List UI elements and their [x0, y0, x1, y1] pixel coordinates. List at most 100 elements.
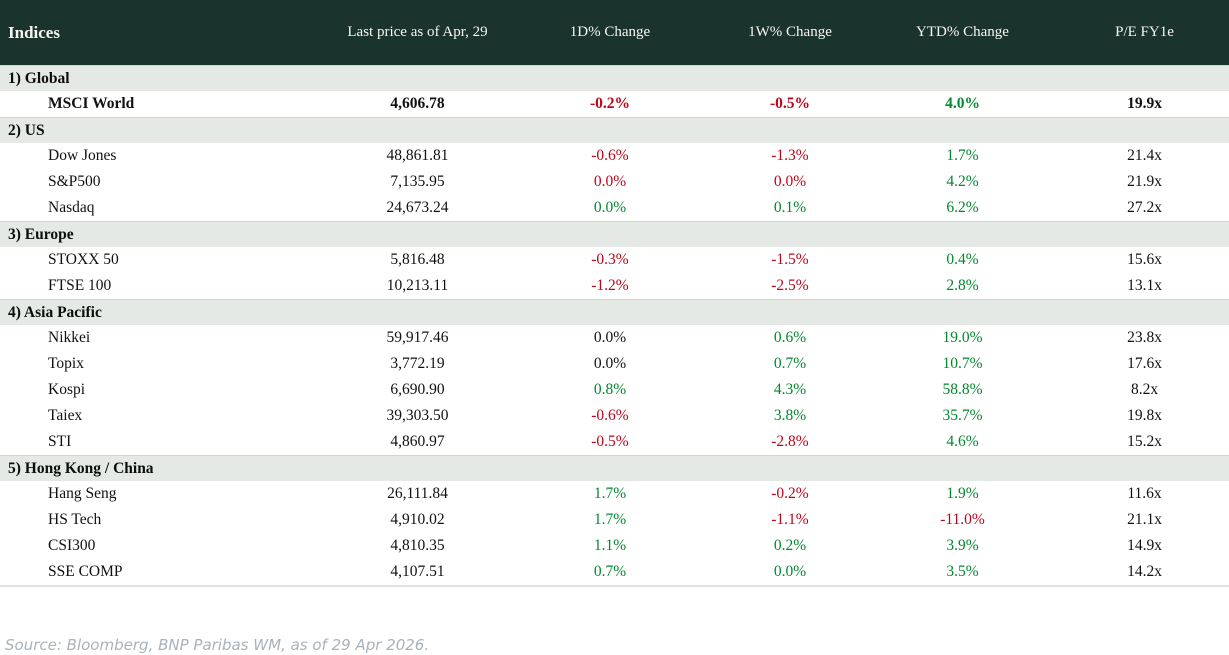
ytd-change-cell: 3.9%	[946, 537, 979, 554]
pe-cell: 11.6x	[1127, 485, 1162, 502]
table-row: Dow Jones 48,861.81 -0.6% -1.3% 1.7% 21.4x	[0, 143, 1229, 169]
last-price-cell: 26,111.84	[387, 485, 448, 502]
pe-cell: 23.8x	[1127, 329, 1162, 346]
last-price-cell: 4,860.97	[390, 433, 445, 450]
ytd-change-cell: 0.4%	[946, 251, 979, 268]
ytd-change-cell: 58.8%	[942, 381, 983, 398]
table-row: Taiex 39,303.50 -0.6% 3.8% 35.7% 19.8x	[0, 403, 1229, 429]
pe-cell: 27.2x	[1127, 199, 1162, 216]
table-row: STI 4,860.97 -0.5% -2.8% 4.6% 15.2x	[0, 429, 1229, 455]
pe-cell: 19.8x	[1127, 407, 1162, 424]
section-row: 3) Europe	[0, 221, 1229, 247]
pe-cell: 17.6x	[1127, 355, 1162, 372]
ytd-change-cell: 1.9%	[946, 485, 979, 502]
1w-change-cell: -1.1%	[771, 511, 809, 528]
ytd-change-cell: 35.7%	[942, 407, 983, 424]
last-price-cell: 3,772.19	[390, 355, 445, 372]
1d-change-cell: 0.0%	[593, 173, 627, 190]
table-row: Nasdaq 24,673.24 0.0% 0.1% 6.2% 27.2x	[0, 195, 1229, 221]
ytd-change-cell: 4.6%	[946, 433, 979, 450]
last-price-cell: 5,816.48	[390, 251, 445, 268]
index-name-cell: STOXX 50	[48, 251, 119, 268]
1d-change-cell: -0.6%	[591, 147, 629, 164]
ytd-change-cell: 6.2%	[946, 199, 979, 216]
1d-change-cell: 1.7%	[593, 485, 627, 502]
ytd-change-cell: 1.7%	[946, 147, 979, 164]
last-price-cell: 48,861.81	[386, 147, 449, 164]
1w-change-cell: 0.0%	[773, 563, 807, 580]
column-header-pe: P/E FY1e	[1115, 24, 1174, 40]
1w-change-cell: 3.8%	[773, 407, 807, 424]
column-header-1w-change: 1W% Change	[748, 24, 832, 40]
section-row: 4) Asia Pacific	[0, 299, 1229, 325]
1d-change-cell: 0.7%	[593, 563, 627, 580]
last-price-cell: 6,690.90	[390, 381, 445, 398]
pe-cell: 21.1x	[1127, 511, 1162, 528]
table-row: MSCI World 4,606.78 -0.2% -0.5% 4.0% 19.9x	[0, 91, 1229, 117]
index-name-cell: FTSE 100	[48, 277, 112, 294]
column-header-last-price: Last price as of Apr, 29	[347, 24, 488, 40]
1w-change-cell: -1.5%	[771, 251, 809, 268]
1w-change-cell: -2.8%	[771, 433, 809, 450]
indices-table: Indices Last price as of Apr, 29 1D% Cha…	[0, 0, 1229, 587]
1w-change-cell: 0.2%	[773, 537, 807, 554]
1w-change-cell: -2.5%	[771, 277, 809, 294]
1d-change-cell: -1.2%	[591, 277, 629, 294]
1w-change-cell: 0.1%	[773, 199, 807, 216]
last-price-cell: 4,810.35	[390, 537, 445, 554]
1d-change-cell: 0.8%	[593, 381, 627, 398]
column-header-1d-change: 1D% Change	[569, 24, 651, 40]
pe-cell: 19.9x	[1127, 95, 1162, 112]
1d-change-cell: 1.7%	[593, 511, 627, 528]
section-row: 1) Global	[0, 65, 1229, 91]
index-name-cell: Nikkei	[48, 329, 91, 346]
1d-change-cell: -0.2%	[589, 95, 631, 112]
pe-cell: 15.2x	[1127, 433, 1162, 450]
index-name-cell: SSE COMP	[48, 563, 123, 580]
last-price-cell: 4,910.02	[390, 511, 445, 528]
1w-change-cell: -0.2%	[771, 485, 809, 502]
column-header-ytd-change: YTD% Change	[916, 24, 1009, 40]
1w-change-cell: 0.7%	[773, 355, 807, 372]
index-name-cell: Nasdaq	[48, 199, 95, 216]
1w-change-cell: -0.5%	[769, 95, 811, 112]
last-price-cell: 10,213.11	[386, 277, 449, 294]
table-row: Hang Seng 26,111.84 1.7% -0.2% 1.9% 11.6x	[0, 481, 1229, 507]
pe-cell: 14.9x	[1127, 537, 1162, 554]
table-row: FTSE 100 10,213.11 -1.2% -2.5% 2.8% 13.1x	[0, 273, 1229, 299]
table-row: Nikkei 59,917.46 0.0% 0.6% 19.0% 23.8x	[0, 325, 1229, 351]
1w-change-cell: 0.0%	[773, 173, 807, 190]
column-header-indices: Indices	[8, 22, 60, 42]
table-row: CSI300 4,810.35 1.1% 0.2% 3.9% 14.9x	[0, 533, 1229, 559]
source-note: Source: Bloomberg, BNP Paribas WM, as of…	[5, 636, 430, 654]
index-name-cell: CSI300	[48, 537, 96, 554]
pe-cell: 21.4x	[1127, 147, 1162, 164]
1d-change-cell: 0.0%	[593, 355, 627, 372]
1d-change-cell: -0.3%	[591, 251, 629, 268]
table-row: HS Tech 4,910.02 1.7% -1.1% -11.0% 21.1x	[0, 507, 1229, 533]
last-price-cell: 39,303.50	[386, 407, 449, 424]
1d-change-cell: 1.1%	[593, 537, 627, 554]
ytd-change-cell: 10.7%	[942, 355, 983, 372]
1d-change-cell: 0.0%	[593, 199, 627, 216]
index-name-cell: Dow Jones	[48, 147, 117, 164]
table-row: S&P500 7,135.95 0.0% 0.0% 4.2% 21.9x	[0, 169, 1229, 195]
pe-cell: 15.6x	[1127, 251, 1162, 268]
pe-cell: 8.2x	[1130, 381, 1159, 398]
section-row: 5) Hong Kong / China	[0, 455, 1229, 481]
last-price-cell: 4,107.51	[390, 563, 445, 580]
table-row: SSE COMP 4,107.51 0.7% 0.0% 3.5% 14.2x	[0, 559, 1229, 585]
ytd-change-cell: -11.0%	[940, 511, 985, 528]
pe-cell: 14.2x	[1127, 563, 1162, 580]
last-price-cell: 7,135.95	[390, 173, 445, 190]
1w-change-cell: 0.6%	[773, 329, 807, 346]
index-name-cell: MSCI World	[48, 95, 135, 112]
table-header-row: Indices Last price as of Apr, 29 1D% Cha…	[0, 0, 1229, 65]
index-name-cell: Kospi	[48, 381, 86, 398]
ytd-change-cell: 4.2%	[946, 173, 979, 190]
index-name-cell: S&P500	[48, 173, 101, 190]
pe-cell: 13.1x	[1127, 277, 1162, 294]
index-name-cell: Taiex	[48, 407, 83, 424]
table-body: 1) Global MSCI World 4,606.78 -0.2% -0.5% 4.0…	[0, 65, 1229, 585]
last-price-cell: 59,917.46	[386, 329, 449, 346]
